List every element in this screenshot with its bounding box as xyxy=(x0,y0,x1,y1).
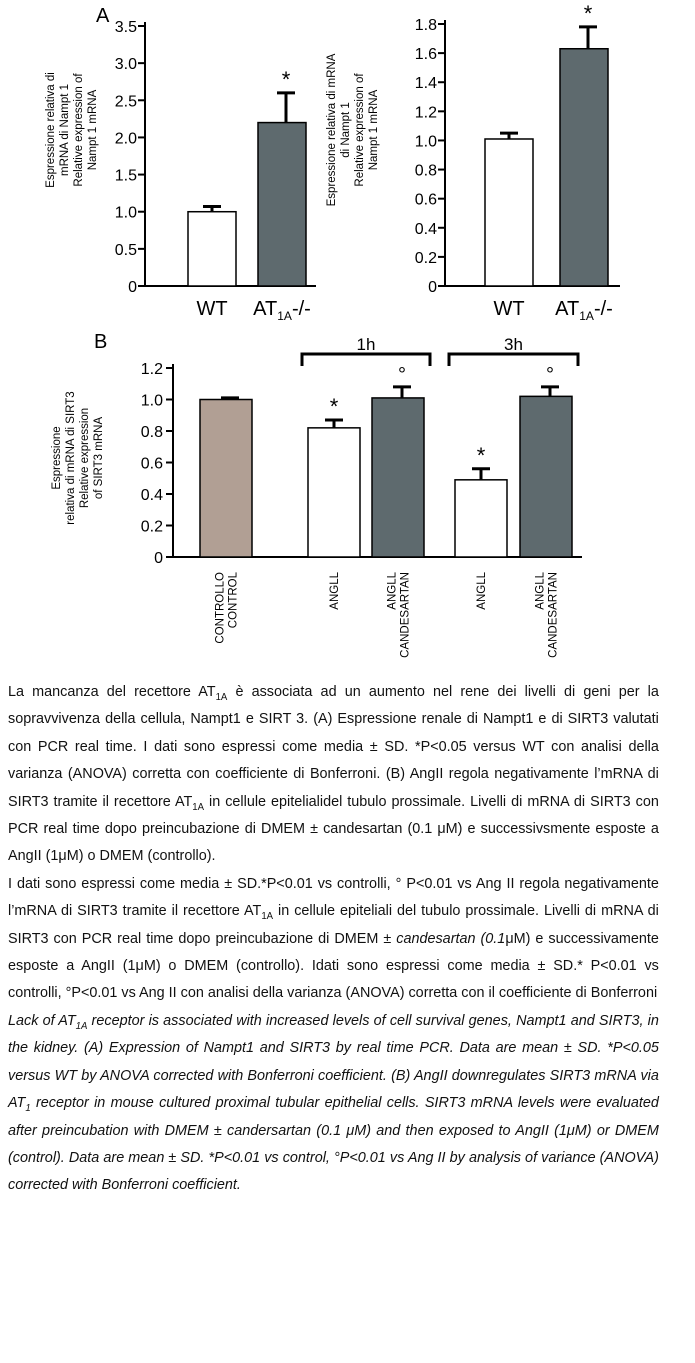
y-tick-label: 0.8 xyxy=(141,424,163,441)
y-axis-label: Espressione relativa di mRNA di SIRT3 Rela… xyxy=(51,391,105,524)
x-category-label: WT xyxy=(493,298,524,320)
time-bracket-label: 3h xyxy=(504,335,523,354)
bar xyxy=(371,397,425,558)
caption-text: I dati sono espressi come media ± SD.*P<… xyxy=(8,874,659,920)
y-tick-label: 0.5 xyxy=(115,242,137,259)
bar xyxy=(199,398,253,558)
x-category-label: ANGLL+ CANDESARTAN xyxy=(387,571,412,660)
caption-text: La mancanza del recettore AT xyxy=(8,683,216,700)
caption-text: receptor in mouse cultured proximal tubu… xyxy=(8,1094,659,1194)
significance-mark: * xyxy=(282,67,291,92)
y-tick-label: 1.4 xyxy=(415,75,437,92)
y-tick-label: 0 xyxy=(154,550,163,567)
y-tick-label: 0.2 xyxy=(415,250,437,267)
caption-text: Lack of AT xyxy=(8,1011,76,1029)
y-tick-label: 0.2 xyxy=(141,519,163,536)
bar xyxy=(187,210,237,287)
caption-text: 1 xyxy=(25,1103,31,1115)
caption-text: in cellule epiteliali del tubulo prossim… xyxy=(8,902,659,947)
y-tick-label: 1.0 xyxy=(415,133,437,150)
y-tick-label: 3.5 xyxy=(115,19,137,36)
panel-label: A xyxy=(96,5,110,27)
bar xyxy=(257,121,307,287)
panel-label: B xyxy=(94,331,107,353)
caption-text: 1A xyxy=(75,1020,88,1032)
time-bracket-label: 1h xyxy=(357,335,376,354)
y-tick-label: 1.0 xyxy=(115,205,137,222)
x-category-label: AT1A-/- xyxy=(253,298,311,323)
caption-italian-part-1: La mancanza del recettore AT1A è associa… xyxy=(8,678,659,870)
y-axis-label: Espressione relativa di mRNA di Nampt 1 Re… xyxy=(326,53,380,206)
significance-mark: * xyxy=(477,443,486,468)
bar xyxy=(519,395,573,558)
significance-mark: ° xyxy=(398,364,406,386)
caption-italian-part-2: I dati sono espressi come media ± SD.*P<… xyxy=(8,870,659,1007)
bar xyxy=(484,138,534,287)
caption-text: in cellule epitelialidel tubulo prossima… xyxy=(8,792,659,865)
y-tick-label: 0.8 xyxy=(415,163,437,180)
x-category-label: ANGLL+ CANDESARTAN xyxy=(535,571,560,660)
caption-text: 1A xyxy=(215,692,228,703)
time-bracket xyxy=(447,352,580,366)
bar xyxy=(307,427,361,558)
y-tick-label: 0 xyxy=(128,279,137,296)
y-tick-label: 1.2 xyxy=(141,361,163,378)
figure-caption: La mancanza del recettore AT1A è associa… xyxy=(8,678,659,1199)
x-category-label: ANGLL xyxy=(476,571,488,609)
y-tick-label: 1.0 xyxy=(141,393,163,410)
caption-text: è associata ad un aumento nel rene dei l… xyxy=(8,683,659,810)
significance-mark: * xyxy=(330,394,339,419)
time-bracket xyxy=(300,352,432,366)
chart-a-right: Espressione relativa di mRNA di Nampt 1 Re… xyxy=(326,1,620,323)
caption-text: candesartan (0.1 xyxy=(396,929,506,947)
caption-text: 1A xyxy=(261,911,274,923)
y-tick-label: 1.5 xyxy=(115,168,137,185)
y-tick-label: 3.0 xyxy=(115,56,137,73)
y-tick-label: 0 xyxy=(428,279,437,296)
y-tick-label: 2.0 xyxy=(115,130,137,147)
x-category-label: CONTROLLOCONTROL xyxy=(215,571,240,643)
y-tick-label: 2.5 xyxy=(115,93,137,110)
significance-mark: ° xyxy=(546,364,554,386)
y-tick-label: 0.4 xyxy=(415,221,437,238)
y-tick-label: 0.4 xyxy=(141,487,163,504)
bar xyxy=(454,479,508,558)
caption-english: Lack of AT1A receptor is associated with… xyxy=(8,1007,659,1199)
y-tick-label: 1.8 xyxy=(415,17,437,34)
y-tick-label: 0.6 xyxy=(415,192,437,209)
y-tick-label: 0.6 xyxy=(141,456,163,473)
x-category-label: AT1A-/- xyxy=(555,298,613,323)
y-tick-label: 1.6 xyxy=(415,46,437,63)
x-category-label: WT xyxy=(196,298,227,320)
x-category-label: ANGLL xyxy=(329,571,341,609)
caption-text: 1A xyxy=(192,801,205,813)
significance-mark: * xyxy=(584,1,593,26)
y-axis-label: Espressione relativa di mRNA di Nampt 1 Re… xyxy=(45,72,99,188)
chart-b: B Espressione relativa di mRNA di SIRT3 Rel… xyxy=(51,331,582,660)
caption-text: receptor is associated with increased le… xyxy=(8,1011,659,1112)
caption-text: μM) e successivamente esposte a AngII (1… xyxy=(8,929,659,1002)
bar xyxy=(559,47,609,287)
y-tick-label: 1.2 xyxy=(415,104,437,121)
